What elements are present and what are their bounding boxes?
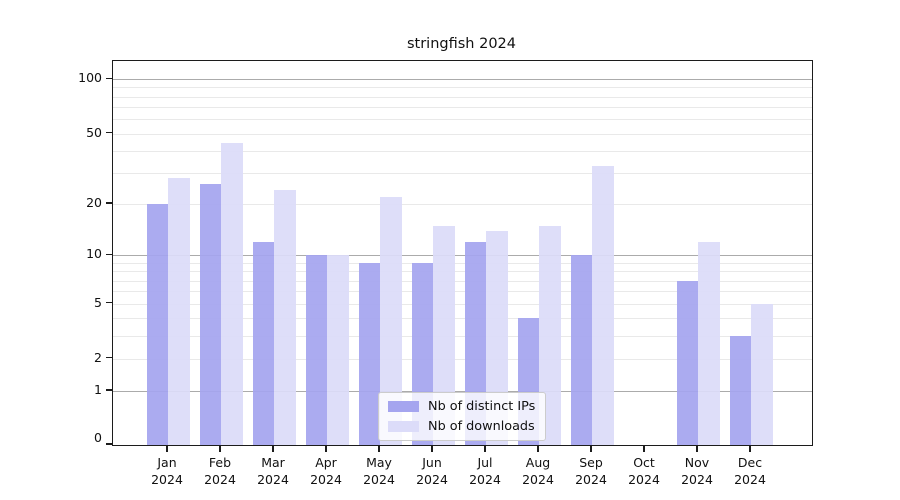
gridline-y-minor xyxy=(113,271,812,273)
y-tick xyxy=(106,356,112,359)
gridline-y-minor xyxy=(113,204,812,206)
y-tick-label: 10 xyxy=(86,246,102,262)
chart-title: stringfish 2024 xyxy=(406,36,516,52)
gridline-y-minor xyxy=(113,133,812,135)
x-tick xyxy=(325,445,327,452)
legend-label-downloads: Nb of downloads xyxy=(428,419,535,434)
x-tick-label: Dec 2024 xyxy=(734,455,766,487)
legend-item-downloads: Nb of downloads xyxy=(388,419,535,434)
gridline-y-major xyxy=(113,79,812,81)
bar-nb-of-distinct-ips-dec xyxy=(729,335,751,445)
bar-nb-of-downloads-nov xyxy=(698,242,720,445)
gridline-y-minor xyxy=(113,303,812,305)
gridline-y-minor xyxy=(113,318,812,320)
y-tick xyxy=(106,131,112,134)
x-tick xyxy=(643,445,645,452)
x-tick xyxy=(484,445,486,452)
y-tick xyxy=(106,202,112,204)
gridline-y-minor xyxy=(113,119,812,121)
plot-area xyxy=(112,60,813,446)
x-tick xyxy=(749,445,751,452)
bar-nb-of-downloads-sep xyxy=(592,165,614,445)
x-tick-label: Aug 2024 xyxy=(522,455,554,487)
x-tick-label: Oct 2024 xyxy=(628,455,660,487)
bar-nb-of-distinct-ips-sep xyxy=(570,255,592,445)
x-tick-label: Nov 2024 xyxy=(681,455,713,487)
bar-nb-of-distinct-ips-apr xyxy=(305,255,327,445)
y-tick-label: 2 xyxy=(94,349,102,365)
legend-label-distinct-ips: Nb of distinct IPs xyxy=(428,399,536,414)
bar-nb-of-downloads-jul xyxy=(486,230,508,445)
x-tick-label: Jun 2024 xyxy=(416,455,448,487)
y-tick xyxy=(106,253,112,256)
y-tick xyxy=(106,443,112,445)
bar-nb-of-downloads-mar xyxy=(274,190,296,445)
y-tick-label: 50 xyxy=(86,124,102,140)
gridline-y-minor xyxy=(113,358,812,360)
y-tick-label: 1 xyxy=(94,381,102,397)
gridline-y-major xyxy=(113,390,812,392)
x-tick-label: May 2024 xyxy=(363,455,395,487)
bar-nb-of-downloads-aug xyxy=(539,225,561,445)
legend-item-distinct-ips: Nb of distinct IPs xyxy=(388,399,535,414)
gridline-y-minor xyxy=(113,291,812,293)
gridline-y-minor xyxy=(113,107,812,109)
x-tick-label: Apr 2024 xyxy=(310,455,342,487)
legend: Nb of distinct IPs Nb of downloads xyxy=(378,392,547,441)
y-tick-label: 20 xyxy=(86,195,102,211)
bar-nb-of-downloads-may xyxy=(380,196,402,445)
gridline-y-minor xyxy=(113,173,812,175)
gridline-y-major xyxy=(113,255,812,257)
bar-nb-of-distinct-ips-jan xyxy=(146,204,168,445)
x-tick-label: Feb 2024 xyxy=(204,455,236,487)
legend-swatch-distinct-ips xyxy=(388,401,419,412)
gridline-y-minor xyxy=(113,263,812,264)
bar-nb-of-downloads-jan xyxy=(168,178,190,445)
bar-nb-of-distinct-ips-feb xyxy=(199,184,221,445)
bar-nb-of-downloads-feb xyxy=(221,143,243,445)
legend-swatch-downloads xyxy=(388,421,419,432)
gridline-y-minor xyxy=(113,150,812,152)
x-tick-label: Mar 2024 xyxy=(257,455,289,487)
x-tick xyxy=(696,445,698,452)
y-tick xyxy=(106,389,112,391)
y-tick-label: 100 xyxy=(78,70,102,86)
bar-nb-of-downloads-jun xyxy=(433,225,455,445)
gridline-y-minor xyxy=(113,96,812,98)
bar-nb-of-distinct-ips-mar xyxy=(252,242,274,445)
x-tick xyxy=(431,445,433,452)
gridline-y-minor xyxy=(113,335,812,337)
y-tick xyxy=(106,301,112,304)
x-tick-label: Jan 2024 xyxy=(151,455,183,487)
x-tick xyxy=(272,445,274,452)
bar-nb-of-distinct-ips-may xyxy=(358,263,380,445)
y-tick xyxy=(106,77,112,79)
y-tick-label: 5 xyxy=(94,294,102,310)
gridline-y-minor xyxy=(113,280,812,282)
bar-nb-of-downloads-dec xyxy=(751,303,773,445)
x-tick-label: Jul 2024 xyxy=(469,455,501,487)
x-tick xyxy=(166,445,168,452)
x-tick-label: Sep 2024 xyxy=(575,455,607,487)
x-tick xyxy=(219,445,221,452)
gridline-y-minor xyxy=(113,87,812,89)
x-tick xyxy=(378,445,380,452)
bar-nb-of-distinct-ips-nov xyxy=(676,280,698,445)
x-tick xyxy=(590,445,592,452)
x-tick xyxy=(537,445,539,452)
bar-nb-of-downloads-apr xyxy=(327,255,349,445)
y-tick-label: 0 xyxy=(94,430,102,445)
